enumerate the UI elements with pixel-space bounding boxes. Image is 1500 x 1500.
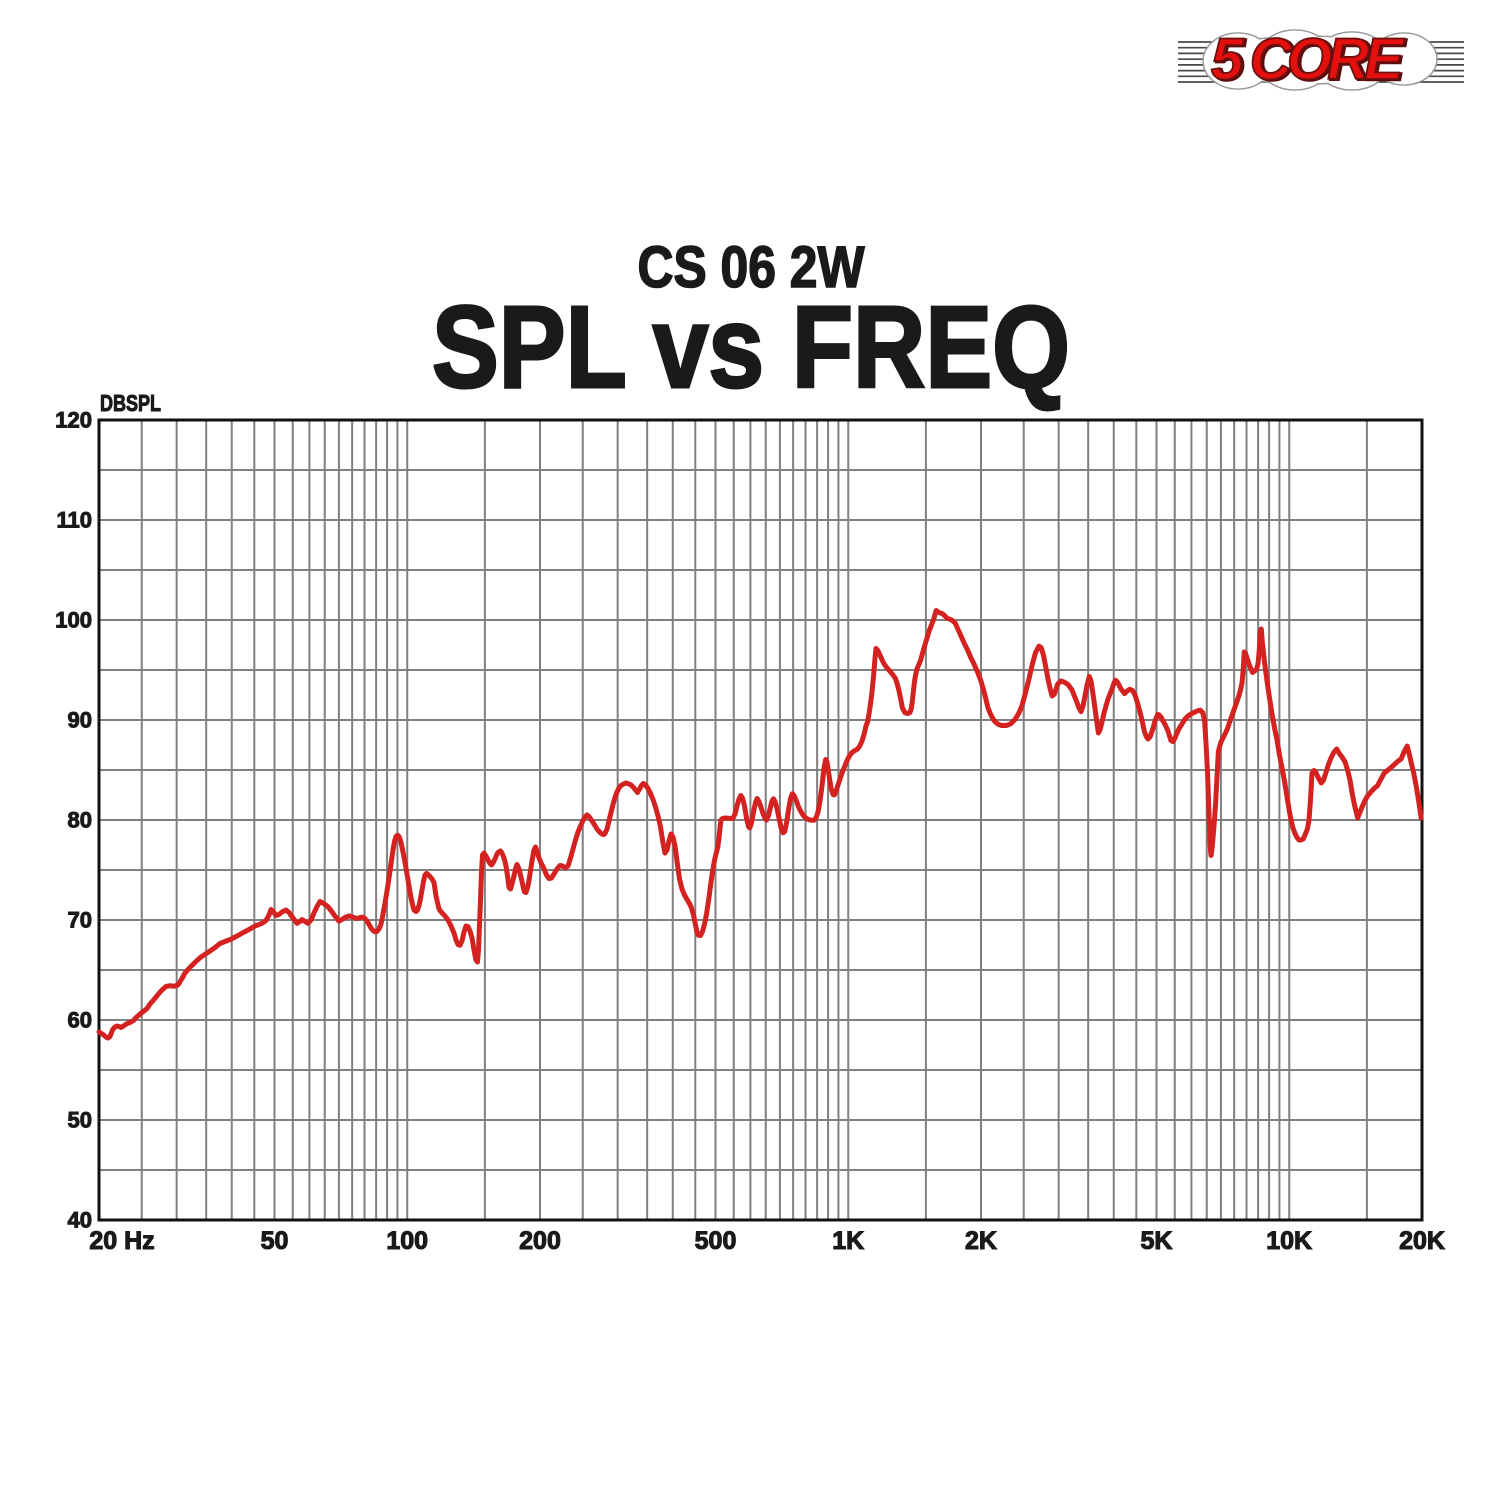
svg-text:100: 100 <box>55 608 92 633</box>
svg-text:DBSPL: DBSPL <box>100 390 161 416</box>
svg-text:200: 200 <box>519 1227 561 1255</box>
svg-text:90: 90 <box>68 708 92 733</box>
svg-text:120: 120 <box>55 408 92 433</box>
svg-text:50: 50 <box>68 1108 92 1133</box>
svg-text:80: 80 <box>68 808 92 833</box>
svg-text:1K: 1K <box>832 1227 864 1255</box>
svg-text:5 CORE: 5 CORE <box>1213 28 1407 93</box>
svg-text:60: 60 <box>68 1008 92 1033</box>
svg-text:10K: 10K <box>1266 1227 1312 1255</box>
svg-text:50: 50 <box>261 1227 289 1255</box>
svg-text:5K: 5K <box>1141 1227 1173 1255</box>
svg-text:500: 500 <box>695 1227 737 1255</box>
svg-text:110: 110 <box>57 508 93 533</box>
svg-text:5 CORE: 5 CORE <box>1211 27 1405 92</box>
svg-text:100: 100 <box>386 1227 428 1255</box>
svg-text:20K: 20K <box>1399 1227 1445 1255</box>
svg-text:70: 70 <box>68 908 92 933</box>
svg-text:20 Hz: 20 Hz <box>89 1227 154 1255</box>
svg-text:40: 40 <box>68 1208 92 1233</box>
svg-text:2K: 2K <box>965 1227 997 1255</box>
